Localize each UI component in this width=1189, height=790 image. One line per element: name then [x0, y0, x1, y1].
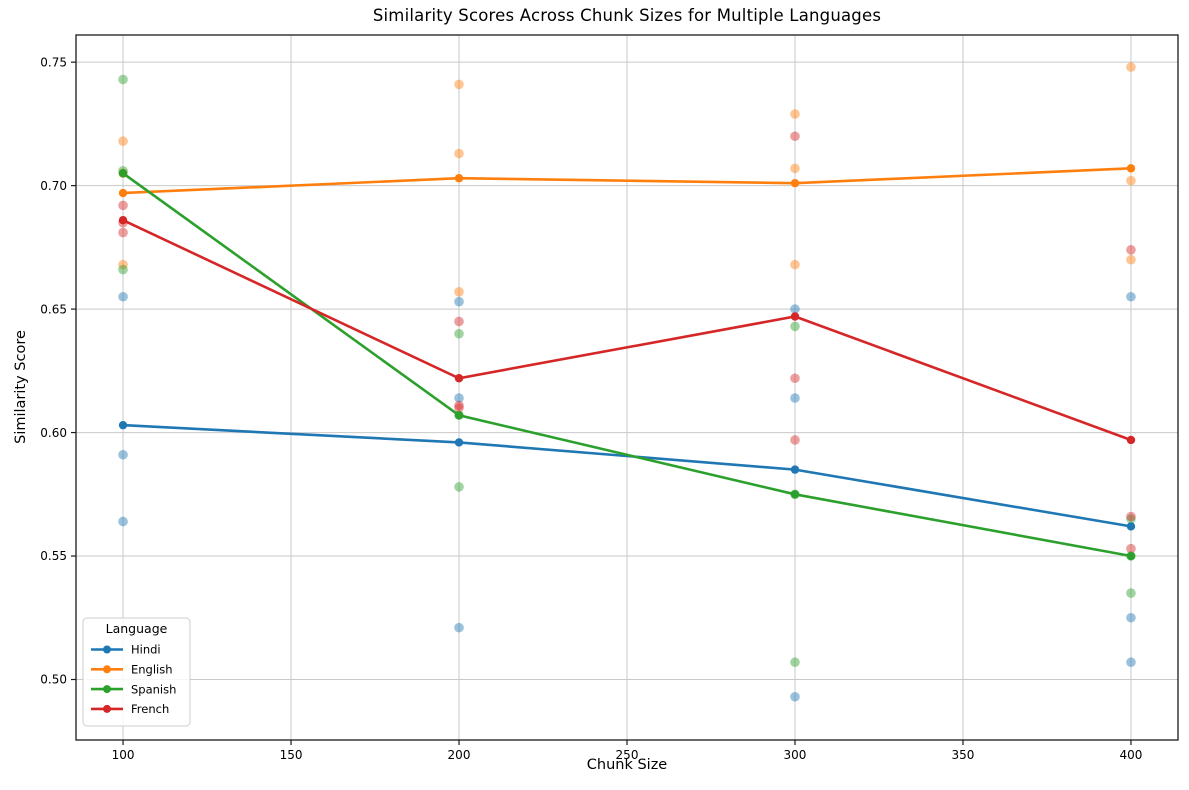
scatter-point-hindi: [454, 393, 464, 403]
scatter-point-english: [1126, 62, 1136, 72]
legend: Language Hindi English Spanish French: [82, 617, 191, 727]
legend-item-french: French: [91, 702, 169, 716]
scatter-point-french: [1126, 543, 1136, 554]
series-marker-spanish: [1126, 551, 1136, 561]
scatter-point-english: [790, 259, 800, 270]
y-tick-label: 0.50: [40, 673, 67, 687]
scatter-point-french: [454, 400, 464, 411]
legend-marker-dot: [103, 665, 111, 674]
series-marker-hindi: [790, 465, 800, 474]
scatter-point-french: [790, 131, 800, 142]
legend-item-label: Hindi: [131, 643, 161, 657]
scatter-point-hindi: [118, 516, 128, 527]
x-tick-label: 400: [1120, 748, 1143, 762]
x-tick-label: 200: [448, 748, 471, 762]
scatter-point-hindi: [1126, 657, 1136, 668]
legend-item-spanish: Spanish: [91, 682, 176, 696]
series-line-english: [121, 167, 1133, 195]
scatter-point-english: [454, 287, 464, 297]
scatter-point-hindi: [118, 291, 128, 302]
scatter-point-french: [118, 227, 128, 238]
scatter-point-english: [118, 136, 128, 146]
scatter-point-hindi: [454, 296, 464, 307]
scatter-point-hindi: [790, 393, 800, 403]
scatter-point-english: [790, 109, 800, 119]
series-marker-hindi: [1126, 522, 1136, 531]
series-marker-spanish: [118, 169, 128, 178]
scatter-point-english: [454, 148, 464, 159]
y-tick-label: 0.75: [40, 55, 67, 69]
scatter-point-french: [118, 200, 128, 211]
series-marker-spanish: [454, 411, 464, 420]
series-marker-french: [1126, 435, 1136, 445]
scatter-point-spanish: [1126, 588, 1136, 598]
legend-marker-dot: [103, 645, 111, 654]
y-tick-label: 0.65: [40, 302, 67, 316]
series-line-spanish: [121, 171, 1133, 558]
scatter-point-spanish: [454, 482, 464, 492]
scatter-point-spanish: [1126, 514, 1136, 524]
x-tick-label: 100: [112, 748, 135, 762]
series-marker-hindi: [118, 420, 128, 430]
scatter-point-french: [454, 403, 464, 413]
scatter-point-english: [790, 163, 800, 174]
legend-item-label: English: [131, 663, 173, 677]
scatter-point-french: [1126, 245, 1136, 255]
legend-marker-dot: [103, 704, 111, 713]
scatter-point-spanish: [118, 264, 128, 275]
series-marker-hindi: [454, 438, 464, 447]
legend-marker-dot: [103, 685, 111, 694]
scatter-point-hindi: [790, 304, 800, 314]
legend-item-english: English: [91, 663, 173, 677]
scatter-point-spanish: [790, 321, 800, 332]
series-marker-english: [790, 178, 800, 188]
scatter-point-hindi: [454, 622, 464, 633]
legend-item-label: Spanish: [131, 682, 176, 696]
x-tick-label: 300: [784, 748, 807, 762]
x-tick-label: 250: [616, 748, 639, 762]
scatter-point-spanish: [118, 74, 128, 85]
scatter-point-english: [1126, 254, 1136, 265]
scatter-point-hindi: [118, 449, 128, 460]
series-line-french: [121, 218, 1133, 442]
series-marker-english: [1126, 164, 1136, 173]
y-tick-label: 0.55: [40, 549, 67, 563]
x-tick-label: 150: [280, 748, 303, 762]
scatter-point-french: [1126, 511, 1136, 522]
legend-item-hindi: Hindi: [91, 643, 161, 657]
legend-title: Language: [106, 621, 168, 636]
legend-box: [82, 617, 191, 727]
x-tick-label: 350: [952, 748, 975, 762]
scatter-point-french: [454, 316, 464, 327]
series-marker-french: [454, 374, 464, 383]
series-marker-french: [790, 312, 800, 321]
series-marker-english: [454, 174, 464, 183]
series-marker-english: [118, 188, 128, 198]
scatter-point-french: [790, 373, 800, 384]
series-marker-spanish: [790, 490, 800, 499]
scatter-point-french: [790, 435, 800, 445]
scatter-point-hindi: [1126, 612, 1136, 623]
scatter-point-english: [454, 79, 464, 90]
scatter-point-hindi: [1126, 291, 1136, 302]
chart-title: Similarity Scores Across Chunk Sizes for…: [372, 6, 882, 25]
scatter-point-english: [1126, 175, 1136, 186]
series-marker-french: [118, 216, 128, 225]
scatter-point-spanish: [454, 328, 464, 339]
y-tick-label: 0.60: [40, 426, 67, 440]
x-axis-label: Chunk Size: [586, 757, 668, 773]
scatter-point-spanish: [790, 657, 800, 668]
scatter-point-english: [118, 259, 128, 270]
y-tick-label: 0.70: [40, 179, 67, 193]
legend-item-label: French: [131, 702, 169, 716]
scatter-point-hindi: [790, 691, 800, 702]
